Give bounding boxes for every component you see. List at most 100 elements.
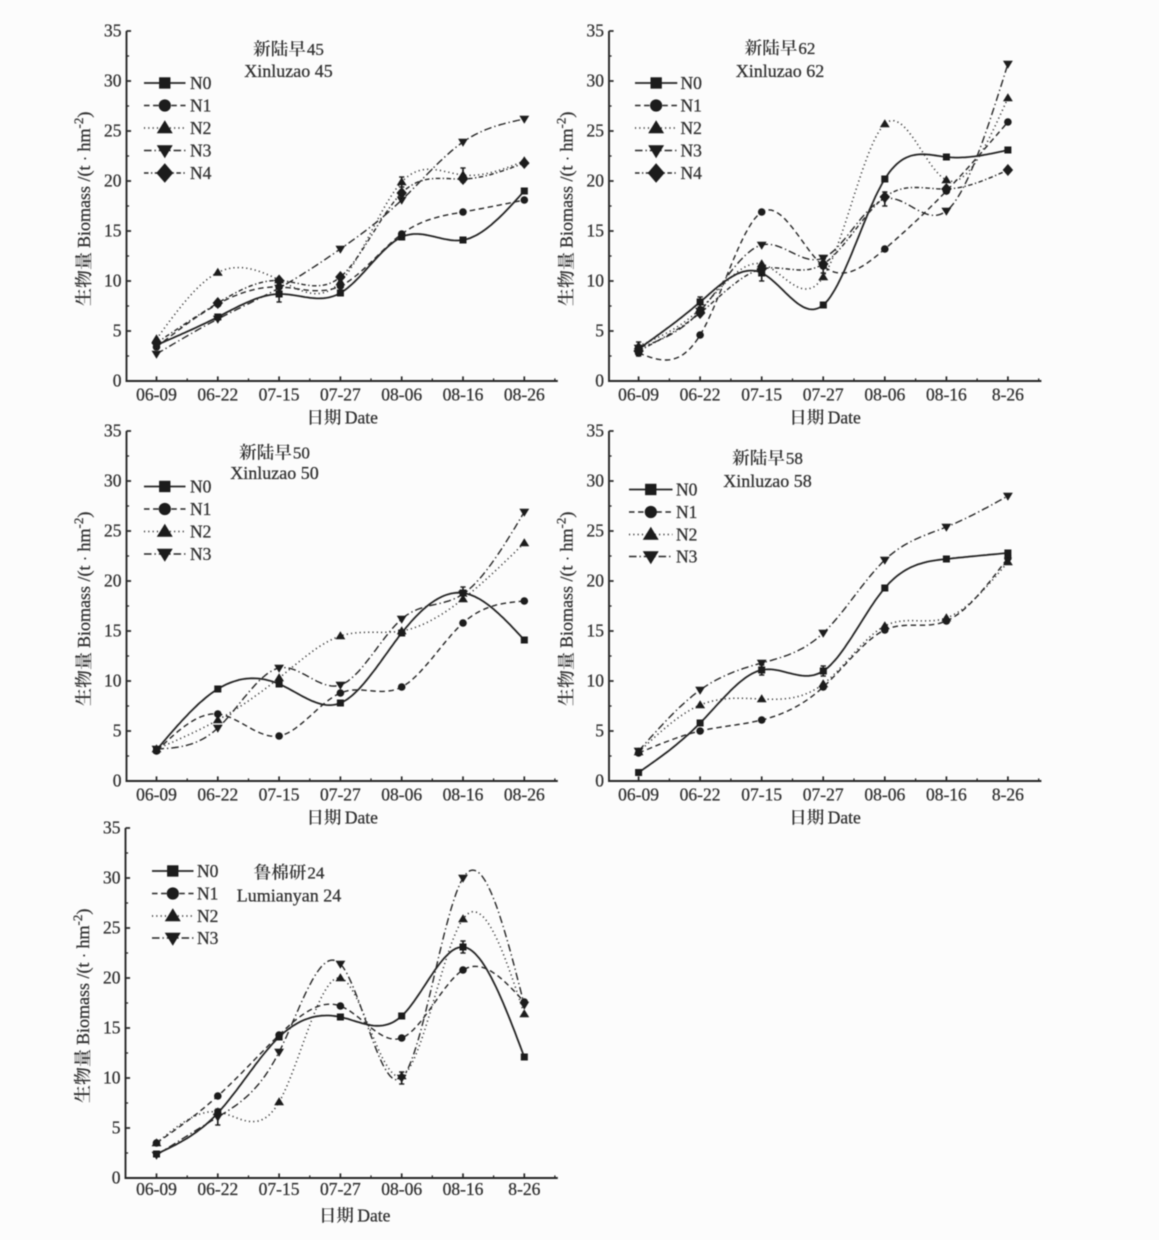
svg-text:Xinluzao 62: Xinluzao 62 xyxy=(736,61,824,81)
svg-text:5: 5 xyxy=(595,321,604,341)
svg-text:08-16: 08-16 xyxy=(926,785,967,805)
svg-text:08-16: 08-16 xyxy=(443,385,484,405)
svg-text:N0: N0 xyxy=(190,477,212,497)
svg-text:Xinluzao 50: Xinluzao 50 xyxy=(230,463,318,483)
svg-text:0: 0 xyxy=(595,371,604,391)
svg-text:5: 5 xyxy=(113,721,122,741)
svg-text:10: 10 xyxy=(587,671,605,691)
svg-text:15: 15 xyxy=(587,221,605,241)
svg-text:N4: N4 xyxy=(681,163,703,183)
svg-text:08-06: 08-06 xyxy=(381,1179,422,1199)
svg-text:N3: N3 xyxy=(197,928,219,948)
svg-text:08-06: 08-06 xyxy=(864,385,905,405)
svg-text:15: 15 xyxy=(104,221,122,241)
svg-text:06-09: 06-09 xyxy=(136,385,177,405)
svg-text:58: 58 xyxy=(786,449,803,468)
svg-text:N1: N1 xyxy=(676,502,697,522)
svg-text:08-16: 08-16 xyxy=(443,1179,484,1199)
svg-text:30: 30 xyxy=(587,71,605,91)
svg-text:08-26: 08-26 xyxy=(504,785,545,805)
svg-text:35: 35 xyxy=(104,21,122,41)
svg-text:Date: Date xyxy=(345,408,378,428)
svg-text:N0: N0 xyxy=(681,73,703,93)
svg-text:N0: N0 xyxy=(190,73,212,93)
svg-text:0: 0 xyxy=(113,371,122,391)
svg-text:25: 25 xyxy=(587,521,605,541)
svg-text:07-27: 07-27 xyxy=(320,785,361,805)
svg-text:8-26: 8-26 xyxy=(992,385,1024,405)
svg-text:35: 35 xyxy=(587,21,605,41)
svg-text:35: 35 xyxy=(104,421,122,441)
svg-text:30: 30 xyxy=(104,471,122,491)
svg-text:07-27: 07-27 xyxy=(320,1179,361,1199)
svg-text:30: 30 xyxy=(103,868,121,888)
svg-text:Biomass /(t · hm-2): Biomass /(t · hm-2) xyxy=(554,112,578,248)
svg-text:15: 15 xyxy=(103,1018,121,1038)
svg-text:08-16: 08-16 xyxy=(443,785,484,805)
svg-text:N3: N3 xyxy=(190,141,212,161)
svg-text:Biomass /(t · hm-2): Biomass /(t · hm-2) xyxy=(71,512,95,648)
svg-text:5: 5 xyxy=(113,321,122,341)
svg-text:08-16: 08-16 xyxy=(926,385,967,405)
svg-text:Date: Date xyxy=(828,808,861,828)
svg-text:35: 35 xyxy=(103,818,121,838)
svg-text:06-09: 06-09 xyxy=(136,785,177,805)
svg-text:15: 15 xyxy=(104,621,122,641)
svg-text:30: 30 xyxy=(104,71,122,91)
svg-text:08-06: 08-06 xyxy=(381,385,422,405)
svg-text:25: 25 xyxy=(103,918,121,938)
svg-text:06-09: 06-09 xyxy=(136,1179,177,1199)
svg-text:N2: N2 xyxy=(681,118,702,138)
svg-text:N1: N1 xyxy=(190,96,211,116)
svg-text:N2: N2 xyxy=(190,118,211,138)
svg-text:20: 20 xyxy=(104,571,122,591)
svg-text:5: 5 xyxy=(112,1118,121,1138)
svg-text:06-22: 06-22 xyxy=(197,785,238,805)
svg-text:8-26: 8-26 xyxy=(508,1179,540,1199)
svg-text:8-26: 8-26 xyxy=(992,785,1024,805)
svg-text:Xinluzao 45: Xinluzao 45 xyxy=(244,61,332,81)
svg-text:07-15: 07-15 xyxy=(741,785,782,805)
svg-text:10: 10 xyxy=(587,271,605,291)
svg-text:0: 0 xyxy=(112,1168,121,1188)
svg-text:35: 35 xyxy=(587,421,605,441)
svg-text:10: 10 xyxy=(104,671,122,691)
svg-text:24: 24 xyxy=(307,864,325,883)
svg-text:N3: N3 xyxy=(681,141,703,161)
svg-text:50: 50 xyxy=(293,444,310,463)
svg-text:Biomass /(t · hm-2): Biomass /(t · hm-2) xyxy=(70,909,94,1045)
svg-text:10: 10 xyxy=(104,271,122,291)
svg-text:06-22: 06-22 xyxy=(680,385,721,405)
svg-text:08-06: 08-06 xyxy=(381,785,422,805)
svg-text:15: 15 xyxy=(587,621,605,641)
svg-text:Date: Date xyxy=(345,808,378,828)
svg-text:N2: N2 xyxy=(190,522,211,542)
svg-text:N3: N3 xyxy=(190,544,212,564)
svg-text:06-09: 06-09 xyxy=(618,385,659,405)
svg-text:62: 62 xyxy=(798,39,815,58)
svg-text:10: 10 xyxy=(103,1068,121,1088)
svg-text:5: 5 xyxy=(595,721,604,741)
svg-text:N0: N0 xyxy=(197,861,219,881)
svg-text:08-26: 08-26 xyxy=(504,385,545,405)
svg-text:Date: Date xyxy=(357,1206,390,1226)
svg-text:N0: N0 xyxy=(676,480,698,500)
svg-text:07-27: 07-27 xyxy=(803,785,844,805)
svg-text:N1: N1 xyxy=(197,884,218,904)
svg-text:0: 0 xyxy=(113,771,122,791)
svg-text:Biomass /(t · hm-2): Biomass /(t · hm-2) xyxy=(71,112,95,248)
svg-text:07-27: 07-27 xyxy=(320,385,361,405)
svg-text:25: 25 xyxy=(104,121,122,141)
svg-text:N1: N1 xyxy=(681,96,702,116)
svg-text:07-15: 07-15 xyxy=(259,385,300,405)
svg-text:N4: N4 xyxy=(190,163,212,183)
svg-text:20: 20 xyxy=(103,968,121,988)
svg-text:20: 20 xyxy=(587,171,605,191)
svg-text:25: 25 xyxy=(587,121,605,141)
svg-text:20: 20 xyxy=(104,171,122,191)
svg-text:07-15: 07-15 xyxy=(741,385,782,405)
svg-text:07-27: 07-27 xyxy=(803,385,844,405)
svg-text:Date: Date xyxy=(828,408,861,428)
svg-text:06-22: 06-22 xyxy=(680,785,721,805)
svg-text:N2: N2 xyxy=(197,906,218,926)
